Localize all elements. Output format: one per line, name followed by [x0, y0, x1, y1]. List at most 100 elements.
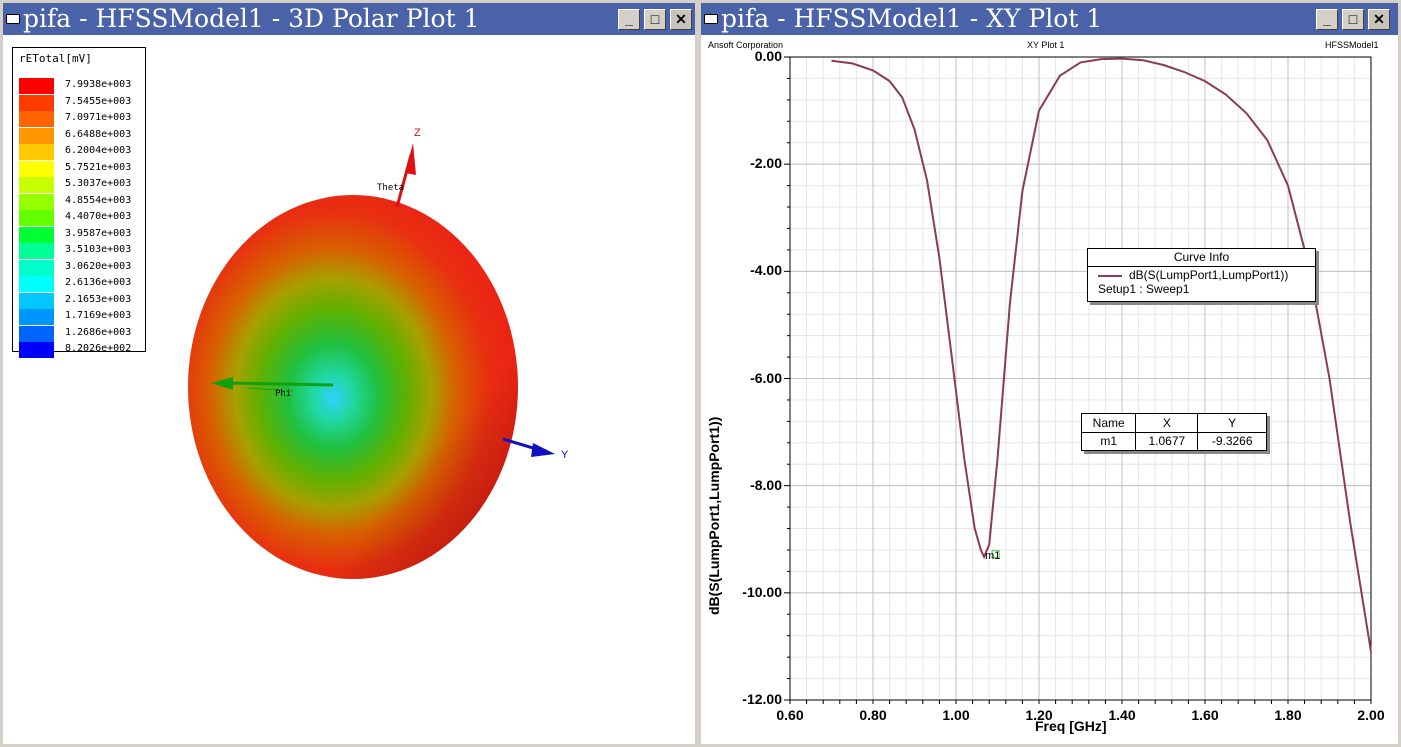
- table-row: m1 1.0677 -9.3266: [1080, 431, 1267, 451]
- maximize-button[interactable]: □: [1342, 9, 1364, 30]
- legend-value: 7.0971e+003: [65, 112, 132, 123]
- legend-swatch: [19, 144, 54, 160]
- legend-swatch: [19, 160, 54, 177]
- legend-swatch: [19, 226, 54, 243]
- marker-col-name: Name: [1080, 413, 1137, 433]
- y-tick-label: -8.00: [750, 476, 782, 493]
- y-tick-label: -10.00: [742, 583, 782, 600]
- legend-swatch: [19, 243, 54, 259]
- color-legend: rETotal[mV] 7.9938e+003 7.5455e+003 7.0971…: [12, 47, 146, 358]
- xy-plot-canvas[interactable]: Ansoft Corporation XY Plot 1 HFSSModel1 …: [701, 35, 1398, 744]
- legend-value: 6.6488e+003: [65, 128, 132, 140]
- minimize-button[interactable]: _: [1316, 9, 1338, 30]
- marker-label: m1: [985, 550, 1000, 562]
- x-tick-label: 1.20: [1025, 707, 1053, 723]
- legend-value: 3.9587e+003: [65, 227, 132, 239]
- legend-swatch: [19, 342, 54, 358]
- legend-value: 8.2026e+002: [65, 343, 132, 354]
- legend-value: 2.6136e+003: [65, 277, 132, 288]
- x-tick-label: 2.00: [1357, 707, 1385, 723]
- y-tick-label: 0.00: [754, 48, 782, 64]
- legend-value: 7.5455e+003: [65, 95, 132, 107]
- polar-plot-window[interactable]: pifa - HFSSModel1 - 3D Polar Plot 1 _ □ …: [0, 0, 698, 747]
- x-tick-label: 1.40: [1108, 707, 1136, 723]
- y-tick-label: -6.00: [750, 369, 782, 386]
- xy-plot-titlebar[interactable]: pifa - HFSSModel1 - XY Plot 1 _ □ ✕: [701, 3, 1398, 35]
- window-menu-icon[interactable]: [704, 14, 718, 24]
- legend-swatch: [19, 210, 54, 226]
- close-button[interactable]: ✕: [1368, 9, 1390, 30]
- marker-col-x: X: [1135, 413, 1199, 433]
- x-tick-label: 1.00: [942, 707, 970, 723]
- header-model-name: HFSSModel1: [1325, 40, 1379, 50]
- legend-title: rETotal[mV]: [19, 52, 92, 65]
- x-tick-label: 1.80: [1274, 707, 1302, 723]
- polar-3d-view[interactable]: Z Y Theta Phi: [3, 35, 695, 747]
- legend-value: 7.9938e+003: [65, 79, 132, 90]
- y-axis-title: dB(S(LumpPort1,LumpPort1)): [706, 416, 722, 615]
- marker-col-y: Y: [1197, 413, 1267, 433]
- x-axis-arrowhead: [211, 377, 233, 390]
- phi-label: Phi: [275, 389, 291, 399]
- legend-swatch: [19, 193, 54, 210]
- legend-value: 3.0620e+003: [65, 260, 132, 272]
- legend-value: 3.5103e+003: [65, 244, 132, 255]
- legend-swatch: [19, 127, 54, 144]
- legend-swatch: [19, 292, 54, 309]
- y-tick-label: -12.00: [742, 691, 782, 707]
- z-axis-label: Z: [414, 127, 421, 139]
- theta-label: Theta: [377, 183, 404, 193]
- series-line: [831, 57, 1372, 652]
- marker-y-cell: -9.3266: [1197, 431, 1267, 451]
- legend-value: 6.2004e+003: [65, 145, 132, 156]
- y-tick-label: -4.00: [750, 262, 782, 279]
- polar-plot-canvas[interactable]: rETotal[mV] 7.9938e+003 7.5455e+003 7.0971…: [3, 35, 695, 744]
- curve-info-box[interactable]: Curve Info dB(S(LumpPort1,LumpPort1)) Se…: [1087, 248, 1316, 302]
- legend-value: 2.1653e+003: [65, 293, 132, 305]
- x-axis-title: Freq [GHz]: [1035, 718, 1107, 734]
- legend-swatch: [19, 78, 54, 94]
- y-tick-label: -2.00: [750, 155, 782, 172]
- marker-name-cell: m1: [1080, 431, 1137, 451]
- legend-swatch: [19, 177, 54, 193]
- curve-setup-name: Setup1 : Sweep1: [1098, 282, 1190, 296]
- legend-value: 1.7169e+003: [65, 310, 132, 321]
- marker-x-cell: 1.0677: [1135, 431, 1199, 451]
- legend-value: 5.3037e+003: [65, 178, 132, 189]
- window-menu-icon[interactable]: [6, 14, 20, 24]
- legend-value: 4.8554e+003: [65, 194, 132, 206]
- legend-swatch: [19, 259, 54, 276]
- y-axis-label: Y: [561, 449, 569, 461]
- legend-swatch: [19, 111, 54, 127]
- legend-value: 1.2686e+003: [65, 326, 132, 338]
- marker-table[interactable]: Name X Y m1 1.0677 -9.3266: [1080, 413, 1267, 451]
- legend-swatch: [19, 276, 54, 292]
- maximize-button[interactable]: □: [644, 9, 666, 30]
- radiation-pattern-shading: [188, 195, 518, 579]
- curve-info-title: Curve Info: [1088, 249, 1315, 267]
- legend-swatch: [19, 309, 54, 325]
- xy-plot-window[interactable]: pifa - HFSSModel1 - XY Plot 1 _ □ ✕ Anso…: [698, 0, 1401, 747]
- close-button[interactable]: ✕: [670, 9, 692, 30]
- xy-plot-title: pifa - HFSSModel1 - XY Plot 1: [721, 4, 1103, 33]
- polar-plot-titlebar[interactable]: pifa - HFSSModel1 - 3D Polar Plot 1 _ □ …: [3, 3, 695, 35]
- x-axis-line: [224, 381, 334, 387]
- legend-swatch: [19, 94, 54, 111]
- xy-plot-area[interactable]: m1: [701, 35, 1398, 747]
- x-tick-label: 0.80: [859, 707, 887, 723]
- legend-value: 5.7521e+003: [65, 161, 132, 173]
- phi-arc: [247, 387, 294, 392]
- polar-plot-title: pifa - HFSSModel1 - 3D Polar Plot 1: [23, 4, 480, 33]
- z-axis-arrowhead: [405, 143, 416, 175]
- minimize-button[interactable]: _: [618, 9, 640, 30]
- curve-trace-name: dB(S(LumpPort1,LumpPort1)): [1129, 268, 1289, 282]
- curve-legend-swatch: [1098, 275, 1122, 277]
- y-axis-arrowhead: [531, 443, 555, 457]
- x-tick-label: 1.60: [1191, 707, 1219, 723]
- marker-square: [991, 550, 1000, 559]
- header-company: Ansoft Corporation: [708, 40, 784, 50]
- legend-swatch: [19, 325, 54, 342]
- marker-table-header: Name X Y: [1080, 413, 1267, 433]
- x-tick-label: 0.60: [776, 707, 804, 723]
- header-plot-name: XY Plot 1: [1027, 40, 1065, 50]
